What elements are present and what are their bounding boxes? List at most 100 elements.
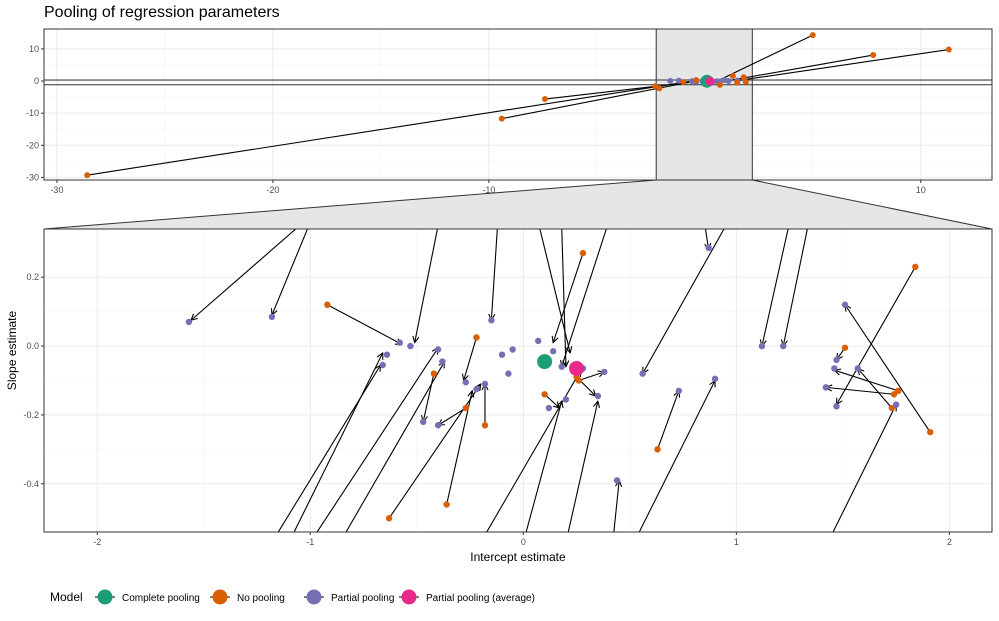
zoom-arrow <box>783 229 808 346</box>
zoom-arrow <box>643 229 725 374</box>
zoom-y-tick-label: 0.2 <box>26 272 39 282</box>
zoom-panel-border <box>43 228 993 533</box>
zoom-partial-pooling-point <box>420 418 427 426</box>
zoom-no-pooling-point <box>888 404 896 412</box>
overview-no-pooling-point <box>716 81 723 88</box>
overview-panel-background <box>44 29 992 180</box>
zoom-arrow <box>832 405 896 532</box>
zoom-partial-pooling-point <box>434 346 442 353</box>
overview-x-tick-label: -30 <box>50 185 63 195</box>
zoom-arrow <box>423 373 435 422</box>
zoom-x-tick-label: -2 <box>93 537 101 547</box>
zoom-partial-pooling-point <box>488 317 495 324</box>
zoom-partial-pooling-point <box>473 385 480 393</box>
zoom-arrow <box>762 229 789 346</box>
overview-zoom-region <box>655 29 753 180</box>
zoom-y-tick-label: -0.4 <box>23 479 39 489</box>
zoom-partial-pooling-point <box>396 339 403 346</box>
zoom-arrow <box>293 353 383 532</box>
chart-title: Pooling of regression parameters <box>44 4 280 21</box>
legend-key-no-pooling <box>212 589 228 605</box>
overview-x-tick-label: 10 <box>916 185 926 195</box>
zoom-partial-pooling-point <box>854 365 861 372</box>
zoom-no-pooling-point <box>443 501 450 508</box>
zoom-arrow <box>316 348 438 532</box>
zoom-no-pooling-point <box>579 249 587 257</box>
zoom-partial-pooling-point <box>601 368 608 376</box>
zoom-partial-pooling-point <box>711 375 719 382</box>
overview-no-pooling-point <box>729 72 736 79</box>
zoom-no-pooling-point <box>462 404 470 412</box>
overview-y-tick-label: 0 <box>34 76 39 86</box>
zoom-arrow <box>562 229 607 367</box>
zoom-x-tick-label: 1 <box>734 537 739 547</box>
zoom-x-tick-label: 2 <box>947 537 952 547</box>
zoom-partial-pooling-point <box>185 318 193 326</box>
overview-no-pooling-point <box>742 78 749 85</box>
overview-arrow <box>87 80 692 176</box>
legend-key-partial-pooling <box>306 589 322 605</box>
overview-no-pooling-point <box>680 79 687 86</box>
zoom-no-pooling-point <box>385 515 393 522</box>
zoom-arrow <box>415 229 438 343</box>
zoom-partial-pooling-point <box>462 379 470 386</box>
zoom-no-pooling-point <box>430 370 438 377</box>
overview-no-pooling-point <box>498 115 505 122</box>
legend-label: No pooling <box>237 593 285 604</box>
overview-partial-pooling-point <box>667 77 674 84</box>
zoom-y-tick-label: 0.0 <box>26 341 39 351</box>
zoom-complete-pooling-point <box>537 354 553 370</box>
zoom-arrow <box>561 229 566 367</box>
zoom-partial-pooling-point <box>841 301 849 308</box>
zoom-no-pooling-point <box>912 263 919 271</box>
zoom-arrow <box>277 365 381 532</box>
zoom-partial-pooling-point <box>562 396 570 403</box>
zoom-arrow <box>567 401 598 532</box>
zoom-connector <box>43 179 993 230</box>
overview-no-pooling-point <box>740 74 747 81</box>
zoom-partial-pooling-point <box>545 404 553 412</box>
zoom-partial-pooling-point <box>613 477 621 484</box>
zoom-arrow <box>845 305 931 433</box>
zoom-partial-pooling-point <box>481 380 489 388</box>
zoom-arrow <box>826 387 895 395</box>
zoom-partial-pooling-point <box>594 392 602 400</box>
zoom-partial-pooling-point <box>505 370 512 377</box>
overview-no-pooling-point <box>734 79 741 86</box>
zoom-partial-pooling-point <box>558 363 565 370</box>
legend-label: Partial pooling <box>331 593 394 604</box>
zoom-partial-pooling-point <box>509 346 516 353</box>
zoom-arrow <box>858 368 893 409</box>
zoom-arrow <box>327 304 402 345</box>
zoom-arrow <box>272 229 309 315</box>
zoom-x-tick-label: -1 <box>306 537 314 547</box>
zoom-no-pooling-point <box>927 428 934 436</box>
overview-no-pooling-point <box>84 172 91 179</box>
zoom-arrow <box>525 401 561 532</box>
zoom-partial-pooling-point <box>549 348 557 355</box>
legend-key-complete-pooling <box>97 589 113 605</box>
zoom-no-pooling-point <box>890 391 898 398</box>
zoom-partial-pooling-point <box>379 361 386 369</box>
legend-label: Partial pooling (average) <box>426 593 535 604</box>
overview-arrow <box>737 49 949 82</box>
zoom-arrow <box>834 370 899 392</box>
zoom-partial-pooling-point <box>407 342 414 350</box>
overview-plot-area <box>44 29 992 180</box>
overview-no-pooling-point <box>870 52 877 59</box>
zoom-no-pooling-point <box>654 446 661 453</box>
overview-partial-pooling-average-point <box>705 76 715 86</box>
zoom-partial-pooling-point <box>833 403 840 410</box>
legend-key-partial-pooling-average <box>401 589 417 605</box>
y-axis-title: Slope estimate <box>5 310 19 390</box>
zoom-arrow <box>539 229 570 353</box>
x-axis-title: Intercept estimate <box>470 550 566 564</box>
zoom-x-tick-label: 0 <box>521 537 526 547</box>
overview-y-tick-label: -30 <box>26 172 39 182</box>
zoom-arrow <box>464 337 477 380</box>
zoom-partial-pooling-point <box>780 342 787 350</box>
zoom-partial-pooling-point <box>639 370 646 377</box>
overview-no-pooling-point <box>541 96 548 103</box>
legend-title: Model <box>50 590 83 604</box>
zoom-arrow <box>345 362 444 532</box>
